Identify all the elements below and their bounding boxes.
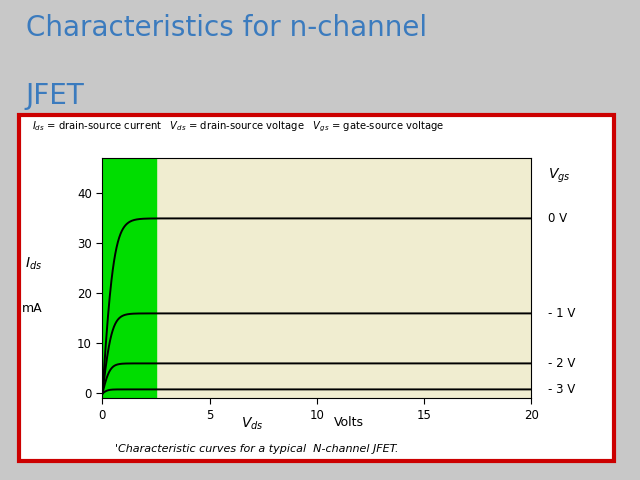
Text: 'Characteristic curves for a typical  N-channel JFET.: 'Characteristic curves for a typical N-c… [115, 444, 399, 454]
Text: - 2 V: - 2 V [548, 357, 576, 370]
Text: 0 V: 0 V [548, 212, 568, 225]
Text: $V_{ds}$: $V_{ds}$ [241, 416, 264, 432]
Text: Characteristics for n-channel: Characteristics for n-channel [26, 14, 427, 42]
Text: $I_{ds}$ = drain-source current   $V_{ds}$ = drain-source voltage   $V_{gs}$ = g: $I_{ds}$ = drain-source current $V_{ds}$… [32, 120, 444, 134]
Text: mA: mA [22, 302, 42, 315]
Text: JFET: JFET [26, 82, 84, 109]
Text: Volts: Volts [334, 416, 364, 429]
Text: - 3 V: - 3 V [548, 383, 575, 396]
Bar [102, 158, 156, 398]
Text: $V_{gs}$: $V_{gs}$ [548, 167, 571, 185]
Text: $I_{ds}$: $I_{ds}$ [25, 255, 42, 272]
Text: - 1 V: - 1 V [548, 307, 576, 320]
